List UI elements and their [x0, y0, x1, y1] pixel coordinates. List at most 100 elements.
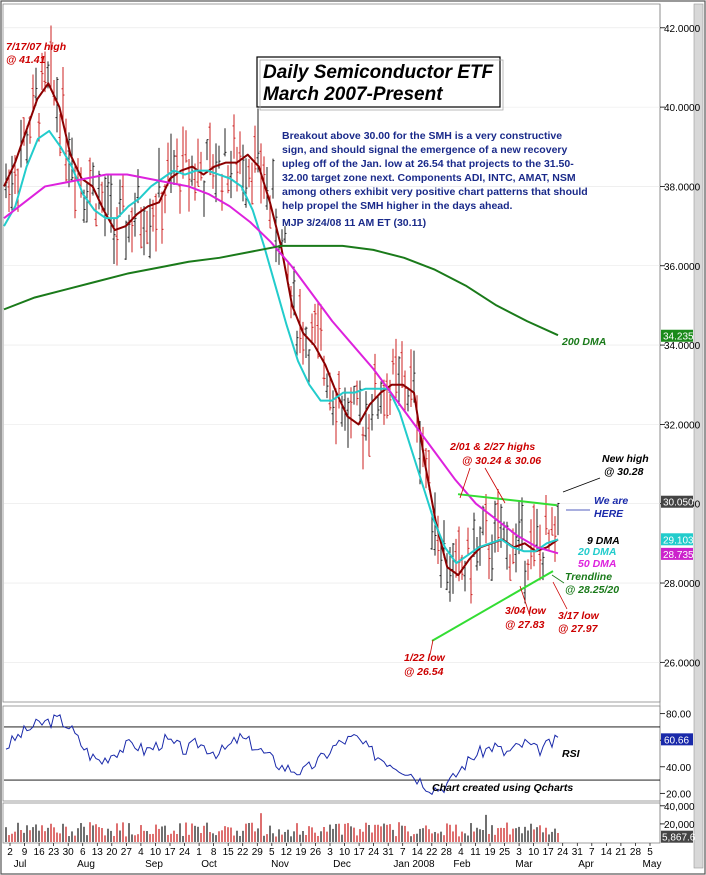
x-tick-label: 22	[426, 847, 438, 858]
x-tick-label: 1	[196, 847, 202, 858]
price-bar	[508, 554, 512, 581]
price-bar	[205, 139, 209, 161]
annotation-labels: 7/17/07 high @ 41.41 2/01 & 2/27 highs @…	[6, 41, 649, 794]
price-bar	[346, 397, 350, 448]
price-bar	[484, 493, 488, 544]
rsi-panel	[2, 705, 661, 802]
month-label: Feb	[453, 859, 471, 870]
price-bar	[88, 157, 92, 204]
price-tick-label: 28.0000	[664, 579, 701, 590]
trendline-label: Trendline	[565, 571, 612, 583]
price-bar	[409, 349, 413, 407]
x-tick-label: 20	[106, 847, 118, 858]
price-bar	[295, 330, 299, 360]
price-tag: 30.050	[661, 495, 694, 509]
price-bar	[397, 356, 401, 406]
price-bar	[382, 379, 386, 425]
x-tick-label: 19	[295, 847, 307, 858]
month-label: Oct	[201, 859, 217, 870]
dma50-label: 50 DMA	[578, 558, 617, 570]
moving-averages	[3, 82, 559, 577]
price-bar	[58, 113, 62, 157]
price-bar	[376, 396, 380, 419]
price-bar	[133, 192, 137, 237]
price-tag: 28.735	[661, 547, 694, 561]
price-bar	[91, 162, 95, 196]
price-bar	[247, 158, 251, 188]
x-tick-label: 28	[441, 847, 453, 858]
commentary-line: sign, and should signal the emergence of…	[282, 144, 567, 156]
price-bar	[481, 505, 485, 536]
price-bar	[385, 373, 389, 419]
x-tick-label: 3	[516, 847, 522, 858]
trendline-trendline	[431, 570, 554, 642]
price-bar	[124, 220, 128, 260]
price-bar	[160, 191, 164, 244]
volume-bars: 20,000 40,000 5,867.6	[5, 802, 696, 844]
price-bar	[106, 174, 110, 216]
x-tick-label: 25	[499, 847, 511, 858]
price-bar	[532, 504, 536, 567]
chart-title: Daily Semiconductor ETF	[263, 62, 495, 83]
price-bar	[139, 207, 143, 249]
price-bar	[355, 380, 359, 406]
rsi-tick-label: 40.00	[666, 763, 691, 774]
chart-subtitle: March 2007-Present	[263, 84, 443, 105]
price-bar	[283, 226, 287, 243]
x-tick-label: 21	[615, 847, 627, 858]
x-tick-label: 5	[269, 847, 275, 858]
rsi-line	[5, 714, 559, 796]
title-box: Daily Semiconductor ETF March 2007-Prese…	[256, 56, 504, 111]
x-tick-label: 4	[138, 847, 144, 858]
price-bar	[55, 76, 59, 133]
price-bar	[145, 210, 149, 245]
rsi-tick-label: 80.00	[666, 710, 691, 721]
price-bar	[175, 138, 179, 184]
price-bar	[199, 151, 203, 181]
price-bar	[523, 560, 527, 604]
price-bar	[220, 173, 224, 211]
volume-tick-label: 20,000	[664, 820, 695, 831]
price-bar	[43, 51, 47, 93]
month-label: Apr	[578, 859, 594, 870]
price-bar	[121, 174, 125, 213]
volume-current-label: 5,867.6	[662, 833, 696, 844]
x-tick-label: 10	[150, 847, 162, 858]
price-bar	[307, 349, 311, 383]
price-bar	[184, 130, 188, 163]
price-bar	[64, 118, 68, 182]
trend-lines	[431, 493, 558, 642]
price-tag-label: 30.050	[663, 498, 694, 509]
volume-panel	[2, 802, 661, 844]
we-are-here-label: We are	[594, 495, 628, 507]
price-bar	[406, 387, 410, 412]
feb-highs-label: 2/01 & 2/27 highs	[449, 441, 535, 453]
x-tick-label: 13	[92, 847, 104, 858]
price-bar	[310, 313, 314, 345]
price-bar	[130, 207, 134, 253]
price-bar	[361, 426, 365, 470]
x-tick-label: 31	[572, 847, 584, 858]
x-tick-label: 24	[557, 847, 569, 858]
price-bar	[349, 387, 353, 439]
low-0317-label: 3/17 low	[558, 610, 600, 622]
month-label: Nov	[271, 859, 289, 870]
right-scrollbar[interactable]	[693, 3, 704, 869]
volume-current-tag	[661, 830, 693, 843]
price-bar	[316, 302, 320, 359]
price-tag: 34.235	[661, 329, 694, 343]
x-tick-label: 31	[383, 847, 395, 858]
price-bar	[157, 147, 161, 198]
low-0122-label: 1/22 low	[404, 652, 446, 664]
x-tick-label: 23	[48, 847, 60, 858]
x-tick-label: 28	[630, 847, 642, 858]
x-tick-label: 10	[339, 847, 351, 858]
price-tick-label: 34.0000	[664, 341, 701, 352]
price-bar	[379, 381, 383, 414]
rsi-tick-label: 20.00	[666, 789, 691, 800]
month-label: May	[643, 859, 662, 870]
x-tick-label: 26	[310, 847, 322, 858]
x-tick-label: 24	[368, 847, 380, 858]
ma-line-200-dma	[3, 244, 559, 337]
